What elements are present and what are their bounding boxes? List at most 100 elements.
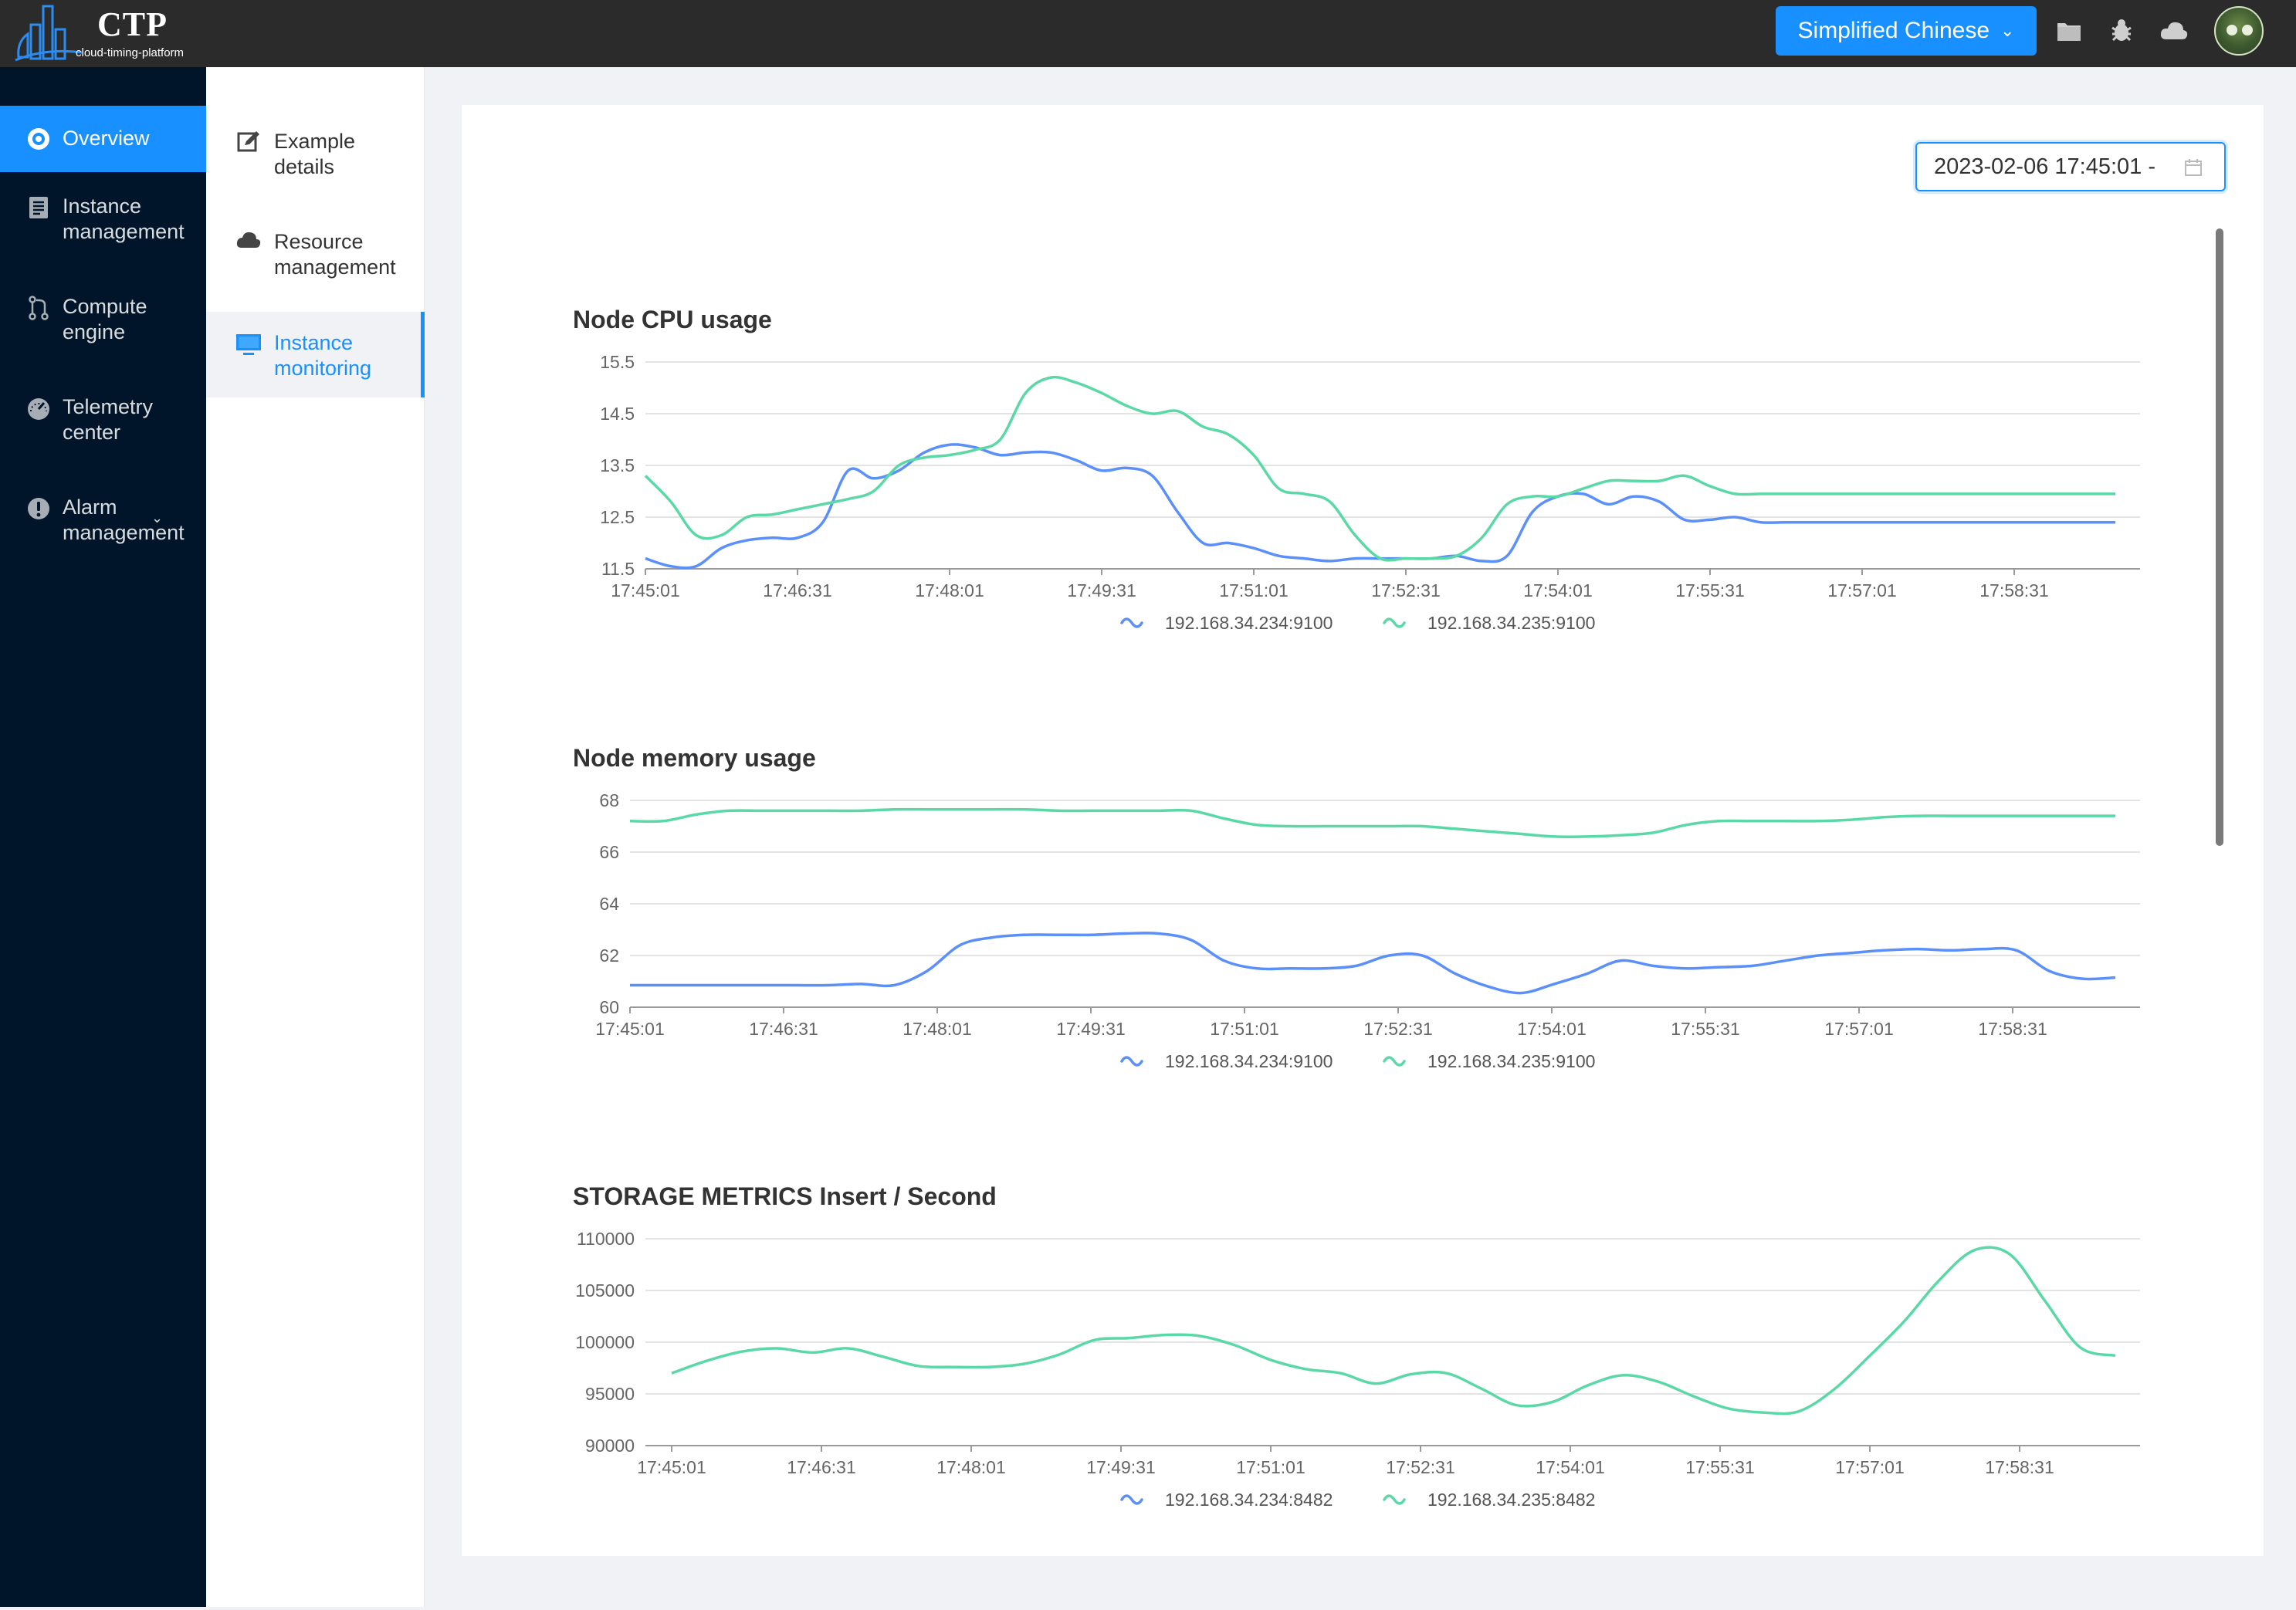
x-tick-label: 17:48:01 — [936, 1457, 1006, 1477]
submenu-item-label: Instance monitoring — [274, 331, 372, 380]
y-tick-label: 11.5 — [601, 559, 635, 579]
language-select-button[interactable]: Simplified Chinese ⌄ — [1776, 6, 2037, 56]
legend-item[interactable]: 192.168.34.234:8482 — [1120, 1490, 1333, 1510]
legend-label: 192.168.34.234:9100 — [1165, 613, 1333, 633]
y-tick-label: 66 — [599, 842, 619, 862]
y-tick-label: 90000 — [585, 1436, 635, 1456]
monitoring-panel: 2023-02-06 17:45:01 - Node CPU usage 11.… — [462, 105, 2264, 1556]
branch-icon — [29, 296, 49, 320]
y-tick-label: 110000 — [577, 1229, 635, 1249]
sidebar-item-compute-engine[interactable]: Compute engine — [0, 294, 206, 364]
submenu-item-label: Resource management — [274, 230, 396, 279]
sidebar-item-telemetry-center[interactable]: Telemetry center — [0, 394, 206, 464]
date-range-value: 2023-02-06 17:45:01 - — [1934, 154, 2155, 179]
user-avatar[interactable] — [2214, 6, 2264, 56]
bug-icon[interactable] — [2106, 15, 2137, 46]
x-tick-label: 17:57:01 — [1824, 1019, 1894, 1039]
x-tick-label: 17:57:01 — [1827, 580, 1897, 600]
cloud-icon — [236, 232, 261, 248]
y-tick-label: 105000 — [575, 1280, 635, 1301]
top-bar: CTP cloud-timing-platform Simplified Chi… — [0, 0, 2296, 67]
x-tick-label: 17:48:01 — [902, 1019, 972, 1039]
legend-label: 192.168.34.235:9100 — [1427, 613, 1595, 633]
language-label: Simplified Chinese — [1797, 18, 1990, 43]
x-tick-label: 17:52:31 — [1386, 1457, 1455, 1477]
series-line — [629, 932, 2116, 995]
submenu-item-example-details[interactable]: Example details — [206, 129, 425, 198]
sidebar-item-instance-management[interactable]: Instance management — [0, 194, 206, 263]
y-tick-label: 100000 — [575, 1332, 635, 1352]
submenu-item-label: Example details — [274, 130, 356, 178]
gauge-icon — [28, 398, 49, 420]
x-tick-label: 17:45:01 — [611, 580, 680, 600]
x-tick-label: 17:52:31 — [1371, 580, 1441, 600]
legend-line-icon — [1383, 1056, 1406, 1067]
folder-icon[interactable] — [2054, 15, 2084, 46]
legend-label: 192.168.34.235:9100 — [1427, 1051, 1595, 1071]
x-tick-label: 17:46:31 — [749, 1019, 818, 1039]
x-tick-label: 17:57:01 — [1835, 1457, 1905, 1477]
x-tick-label: 17:49:31 — [1056, 1019, 1126, 1039]
legend-line-icon — [1120, 1056, 1143, 1067]
x-tick-label: 17:58:31 — [1985, 1457, 2054, 1477]
submenu-item-instance-monitoring[interactable]: Instance monitoring — [206, 312, 425, 397]
x-tick-label: 17:54:01 — [1536, 1457, 1605, 1477]
y-tick-label: 12.5 — [600, 507, 635, 527]
series-line — [671, 1246, 2116, 1416]
x-tick-label: 17:45:01 — [595, 1019, 665, 1039]
x-tick-label: 17:54:01 — [1523, 580, 1593, 600]
sidebar-item-label: Alarm management — [63, 496, 185, 544]
legend-label: 192.168.34.235:8482 — [1427, 1490, 1595, 1510]
legend-label: 192.168.34.234:9100 — [1165, 1051, 1333, 1071]
y-tick-label: 60 — [599, 997, 619, 1017]
x-tick-label: 17:54:01 — [1517, 1019, 1587, 1039]
logo-title: CTP — [97, 5, 168, 43]
legend-line-icon — [1120, 617, 1143, 628]
x-tick-label: 17:55:31 — [1685, 1457, 1755, 1477]
legend-item[interactable]: 192.168.34.234:9100 — [1120, 613, 1333, 633]
chart-title-storage: STORAGE METRICS Insert / Second — [573, 1182, 997, 1210]
chart-title-memory: Node memory usage — [573, 744, 816, 772]
x-tick-label: 17:51:01 — [1236, 1457, 1305, 1477]
x-tick-label: 17:55:31 — [1671, 1019, 1740, 1039]
submenu: Example details Resource management Inst… — [206, 67, 425, 1607]
x-tick-label: 17:45:01 — [637, 1457, 706, 1477]
y-tick-label: 68 — [599, 790, 619, 810]
chevron-down-icon[interactable]: ⌄ — [151, 510, 164, 526]
alert-icon — [28, 498, 49, 519]
legend-line-icon — [1383, 617, 1406, 628]
chevron-down-icon: ⌄ — [2000, 21, 2015, 40]
x-tick-label: 17:46:31 — [763, 580, 832, 600]
sidebar-item-label: Compute engine — [63, 295, 147, 343]
scrollbar[interactable] — [2216, 228, 2223, 846]
x-tick-label: 17:58:31 — [1979, 580, 2049, 600]
document-icon — [29, 197, 48, 218]
legend-item[interactable]: 192.168.34.235:9100 — [1383, 613, 1595, 633]
y-tick-label: 14.5 — [600, 404, 635, 424]
series-line — [629, 807, 2115, 838]
x-tick-label: 17:49:31 — [1067, 580, 1136, 600]
submenu-item-resource-management[interactable]: Resource management — [206, 229, 425, 299]
logo-icon — [15, 5, 83, 62]
storage-insert-chart: 90000 95000 100000 105000 110000 17:45:01 17:4… — [575, 1229, 2140, 1510]
legend-item[interactable]: 192.168.34.235:9100 — [1383, 1051, 1595, 1071]
sidebar-item-label: Overview — [63, 127, 150, 150]
dashboard-icon — [28, 128, 49, 150]
sidebar: Overview Instance management Compute eng… — [0, 67, 206, 1607]
legend-item[interactable]: 192.168.34.234:9100 — [1120, 1051, 1333, 1071]
memory-usage-chart: 60 62 64 66 68 17:45:01 17:46:31 17:48:01 17:49:… — [595, 790, 2140, 1071]
y-tick-label: 95000 — [585, 1384, 635, 1404]
cpu-usage-chart: 11.5 12.5 13.5 14.5 15.5 17:45:01 17:46:31 17:4… — [600, 352, 2140, 633]
x-tick-label: 17:52:31 — [1363, 1019, 1433, 1039]
sidebar-item-label: Telemetry center — [63, 395, 154, 444]
cloud-icon[interactable] — [2159, 15, 2189, 46]
x-tick-label: 17:58:31 — [1978, 1019, 2047, 1039]
chart-title-cpu: Node CPU usage — [573, 306, 772, 333]
logo[interactable]: CTP cloud-timing-platform — [14, 2, 191, 62]
x-tick-label: 17:46:31 — [787, 1457, 856, 1477]
y-tick-label: 62 — [599, 945, 619, 966]
legend-item[interactable]: 192.168.34.235:8482 — [1383, 1490, 1595, 1510]
sidebar-item-alarm-management[interactable]: Alarm management ⌄ — [0, 495, 206, 564]
date-range-picker[interactable]: 2023-02-06 17:45:01 - — [1915, 142, 2226, 191]
sidebar-item-overview[interactable]: Overview — [0, 106, 206, 172]
